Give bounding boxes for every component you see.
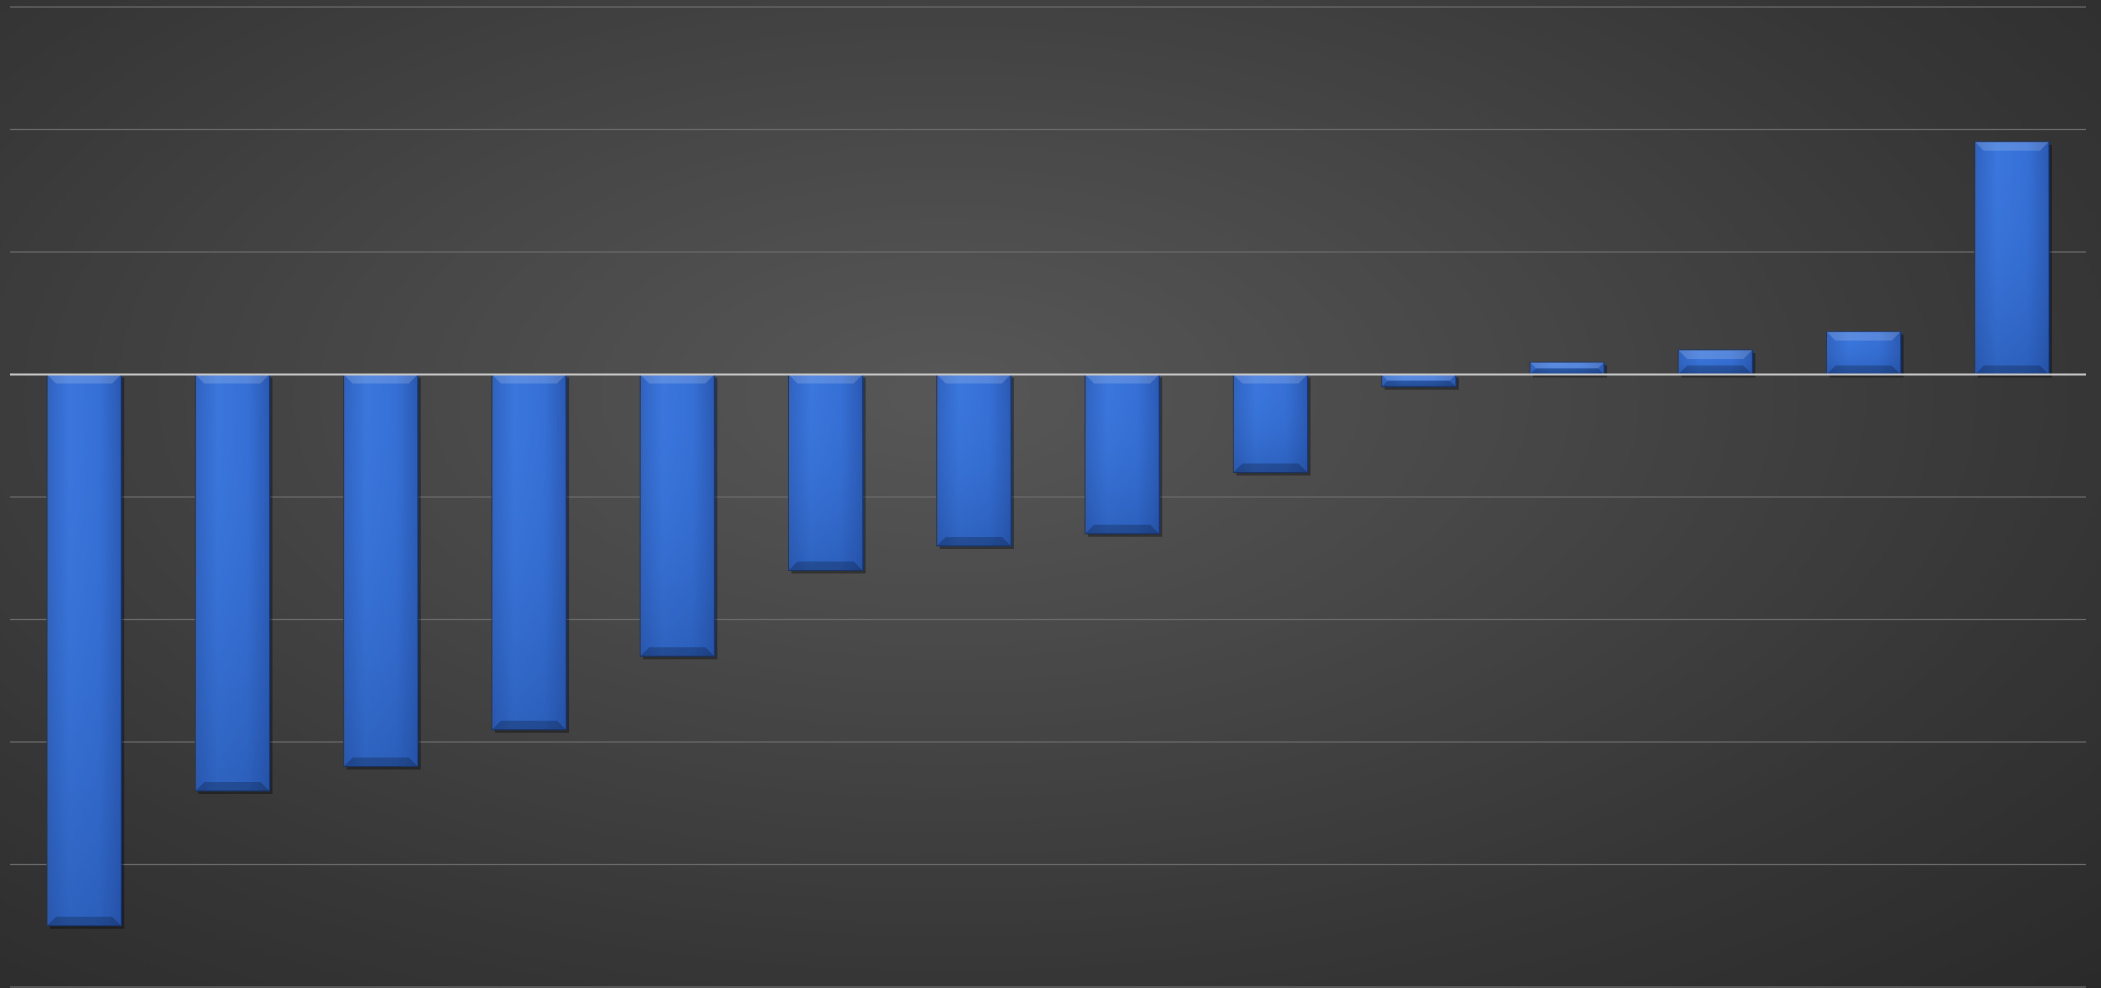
bar-bevel-bottom xyxy=(1827,366,1901,375)
bar-shade xyxy=(640,375,714,657)
bar-bevel-bottom xyxy=(1382,381,1456,387)
bar-bevel-top xyxy=(640,375,714,384)
bar-bevel-bottom xyxy=(640,647,714,656)
bar xyxy=(344,375,421,770)
bar-bevel-top xyxy=(1233,375,1307,384)
bar-bevel-top xyxy=(789,375,863,384)
bar-bevel-top xyxy=(937,375,1011,384)
bar-bevel-bottom xyxy=(195,782,269,791)
bar-bevel-top xyxy=(1530,362,1604,368)
bar-shade xyxy=(1085,375,1159,534)
bar xyxy=(47,375,124,929)
bar-shade xyxy=(344,375,418,767)
bar xyxy=(195,375,272,795)
bar-bevel-top xyxy=(1827,332,1901,341)
bar xyxy=(789,375,866,574)
bar-shade xyxy=(492,375,566,730)
bar-bevel-bottom xyxy=(789,562,863,571)
gridlines xyxy=(10,7,2086,987)
bar-bevel-top xyxy=(1678,350,1752,359)
bar-bevel-bottom xyxy=(1975,366,2049,375)
bar-bevel-bottom xyxy=(344,758,418,767)
bar-shade xyxy=(789,375,863,571)
bar xyxy=(640,375,717,660)
bar-shade xyxy=(1233,375,1307,473)
bar-bevel-bottom xyxy=(47,917,121,926)
bar-bevel-top xyxy=(1975,142,2049,151)
bar-bevel-bottom xyxy=(1678,366,1752,375)
bar xyxy=(1085,375,1162,537)
bar-bevel-top xyxy=(47,375,121,384)
bar xyxy=(1975,142,2052,378)
bar xyxy=(937,375,1014,550)
bar xyxy=(1678,350,1755,378)
bar-bevel-bottom xyxy=(1085,525,1159,534)
bar-bevel-bottom xyxy=(1233,464,1307,473)
bar-shade xyxy=(1975,142,2049,375)
bar xyxy=(1233,375,1310,476)
bar-shade xyxy=(195,375,269,792)
bar-bevel-top xyxy=(492,375,566,384)
bar-bevel-top xyxy=(1085,375,1159,384)
bar-bevel-bottom xyxy=(937,537,1011,546)
bar-shade xyxy=(937,375,1011,547)
bar xyxy=(1382,375,1459,390)
bar xyxy=(492,375,569,733)
bar-bevel-bottom xyxy=(492,721,566,730)
bar-bevel-top xyxy=(195,375,269,384)
bars xyxy=(47,142,2052,929)
bar-shade xyxy=(47,375,121,926)
bar xyxy=(1827,332,1904,378)
bar-bevel-top xyxy=(344,375,418,384)
